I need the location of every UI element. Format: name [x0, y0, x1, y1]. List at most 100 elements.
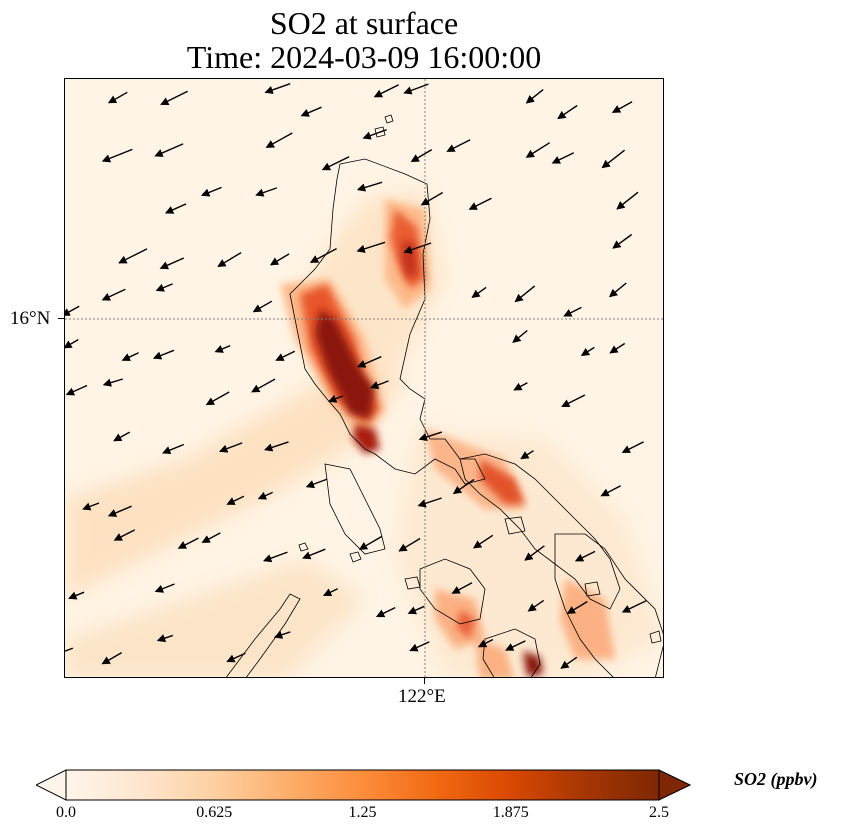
wind-arrow — [375, 606, 396, 618]
wind-arrow — [113, 431, 131, 442]
wind-arrow — [264, 83, 291, 94]
wind-arrow — [477, 638, 494, 648]
wind-arrow — [327, 394, 343, 403]
wind-arrow — [300, 106, 322, 117]
wind-arrow — [561, 394, 586, 408]
wind-arrow — [520, 450, 534, 460]
wind-arrow — [107, 91, 128, 104]
wind-arrow — [255, 187, 278, 197]
coastlines — [226, 114, 663, 677]
colorbar-tick-label: 0.625 — [196, 804, 233, 821]
wind-arrow — [107, 505, 132, 517]
wind-arrow — [251, 378, 276, 393]
wind-arrow — [273, 630, 291, 639]
wind-arrow — [609, 342, 626, 354]
wind-arrow — [156, 634, 174, 643]
wind-arrow — [356, 181, 383, 192]
wind-arrow — [302, 548, 326, 560]
wind-arrow — [409, 641, 430, 652]
wind-arrow — [612, 233, 633, 249]
wind-arrow — [357, 356, 382, 368]
colorbar-tick-label: 1.875 — [492, 804, 529, 821]
wind-arrow — [82, 502, 100, 511]
wind-arrow — [525, 142, 551, 158]
map-time: Time: 2024-03-09 16:00:00 — [186, 39, 542, 75]
lat-tick — [58, 318, 64, 319]
wind-arrow — [275, 350, 296, 361]
wind-arrow — [362, 129, 387, 140]
colorbar-extend-min — [34, 769, 67, 801]
wind-arrow — [524, 545, 545, 561]
wind-arrow — [252, 300, 273, 313]
wind-arrow — [65, 338, 79, 349]
wind-arrow — [420, 191, 444, 206]
colorbar-tick-label: 0.0 — [56, 804, 76, 821]
wind-arrow — [451, 582, 473, 594]
wind-arrow — [566, 601, 588, 615]
wind-arrow — [265, 132, 293, 148]
wind-arrow — [226, 652, 246, 663]
longitude-label: 122°E — [398, 686, 446, 707]
wind-arrow — [560, 656, 578, 669]
latitude-label: 16°N — [10, 308, 51, 329]
lon-tick — [424, 678, 425, 684]
colorbar-tick-label: 1.25 — [348, 804, 377, 821]
colorbar-tick-label: 2.5 — [649, 804, 669, 821]
wind-arrow — [154, 583, 175, 593]
wind-arrow — [262, 551, 288, 563]
wind-arrow — [214, 345, 231, 353]
wind-arrow — [263, 441, 289, 452]
wind-arrow — [608, 282, 627, 298]
wind-arrow — [152, 349, 175, 360]
wind-arrow — [159, 257, 185, 270]
wind-arrow — [373, 84, 400, 98]
wind-arrow — [65, 647, 74, 652]
wind-arrow — [321, 156, 350, 171]
wind-arrow — [513, 382, 528, 391]
wind-arrow — [164, 203, 187, 214]
wind-arrow — [446, 139, 471, 152]
gridlines — [65, 79, 663, 677]
wind-arrow — [471, 286, 487, 299]
wind-arrow — [102, 378, 124, 387]
wind-arrow — [68, 591, 85, 600]
wind-arrow — [410, 148, 433, 163]
wind-arrow — [309, 247, 337, 263]
wind-arrow — [398, 537, 421, 552]
wind-arrow — [121, 352, 139, 361]
colorbar — [34, 769, 692, 801]
wind-arrow — [356, 241, 386, 253]
wind-arrow — [621, 600, 647, 613]
wind-arrow — [621, 441, 644, 453]
wind-arrow — [551, 152, 575, 164]
wind-arrow — [201, 186, 222, 197]
wind-arrow — [505, 640, 526, 651]
wind-arrow — [369, 380, 389, 389]
wind-arrow — [611, 101, 633, 113]
wind-arrow — [563, 306, 582, 317]
wind-arrow — [418, 431, 443, 442]
wind-arrow — [468, 197, 492, 210]
map-title: SO2 at surface — [269, 5, 459, 41]
wind-arrow — [403, 242, 432, 254]
wind-arrow — [218, 442, 243, 453]
wind-arrow — [118, 248, 148, 264]
wind-arrow — [472, 534, 494, 549]
wind-arrow — [177, 537, 199, 549]
wind-arrow — [155, 283, 173, 292]
wind-arrow — [527, 599, 545, 612]
wind-arrow — [154, 143, 184, 157]
so2-concentration-field — [65, 189, 663, 677]
wind-arrow — [226, 495, 245, 505]
wind-arrow — [557, 104, 578, 120]
wind-vectors — [65, 83, 647, 669]
wind-arrow — [205, 391, 230, 406]
colorbar-gradient — [65, 769, 660, 801]
wind-arrow — [269, 253, 290, 266]
wind-arrow — [322, 588, 339, 597]
wind-arrow — [574, 550, 596, 562]
wind-arrow — [257, 491, 273, 500]
wind-arrow — [580, 346, 595, 356]
wind-arrow — [101, 651, 123, 665]
wind-arrow — [201, 532, 221, 543]
